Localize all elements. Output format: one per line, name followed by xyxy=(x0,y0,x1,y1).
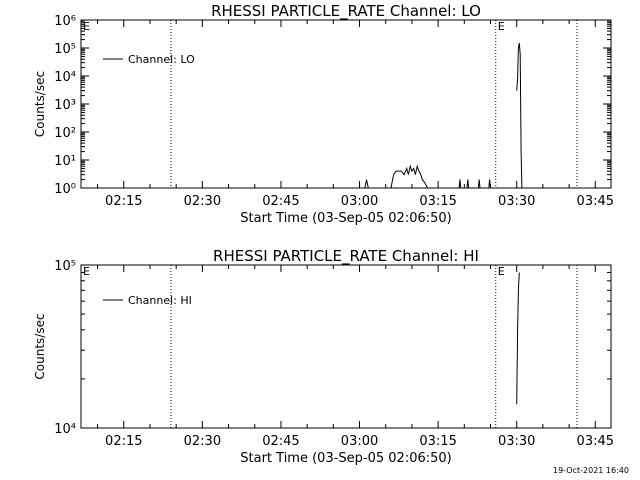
panel1-x-tick-label: 03:45 xyxy=(577,194,614,209)
panel2-y-tick-label: 10⁴ xyxy=(54,422,76,437)
panel2-x-tick-label: 02:45 xyxy=(262,434,299,449)
panel1-series-line-1 xyxy=(458,179,462,189)
panel1-series-line-3 xyxy=(477,179,481,189)
panel2-series-line-0 xyxy=(516,272,520,405)
panel2-legend-label: Channel: HI xyxy=(128,294,192,307)
panel1-y-tick-label: 10⁶ xyxy=(54,14,76,29)
panel2-x-tick-label: 03:00 xyxy=(341,434,378,449)
panel1-y-tick-label: 10⁵ xyxy=(54,42,76,57)
panel1-y-tick-label: 10² xyxy=(54,126,76,141)
panel1-y-tick-label: 10⁰ xyxy=(54,182,76,197)
panel1-legend-label: Channel: LO xyxy=(128,53,195,66)
panel1-y-tick-label: 10⁴ xyxy=(54,70,76,85)
panel1-event-marker-label: E xyxy=(498,20,505,33)
panel2-y-axis-label: Counts/sec xyxy=(33,313,47,379)
panel1-y-tick-label: 10¹ xyxy=(54,154,76,169)
panel1-x-tick-label: 02:45 xyxy=(262,194,299,209)
panel1-event-marker-label: E xyxy=(83,20,90,33)
panel1-x-tick-label: 02:30 xyxy=(184,194,221,209)
panel1-y-axis-label: Counts/sec xyxy=(33,71,47,137)
panel2-x-tick-label: 02:15 xyxy=(105,434,142,449)
panel1-series-line-2 xyxy=(466,179,470,189)
panel1-x-tick-label: 03:15 xyxy=(419,194,456,209)
panel1-title: RHESSI PARTICLE_RATE Channel: LO xyxy=(211,2,481,21)
panel1-series-line-5 xyxy=(516,43,523,189)
panel1-x-tick-label: 03:30 xyxy=(498,194,535,209)
panel2-event-marker-label: E xyxy=(498,265,505,278)
panel2-y-tick-label: 10⁵ xyxy=(54,259,76,274)
panel2-x-tick-label: 03:45 xyxy=(577,434,614,449)
panel1-series-line-4 xyxy=(488,179,491,189)
panel2-x-axis-label: Start Time (03-Sep-05 02:06:50) xyxy=(240,451,451,466)
panel1-series-line-0 xyxy=(364,164,429,189)
panel1-y-tick-label: 10³ xyxy=(54,98,76,113)
panel1-x-tick-label: 02:15 xyxy=(105,194,142,209)
panel2-title: RHESSI PARTICLE_RATE Channel: HI xyxy=(213,247,479,266)
panel2-x-tick-label: 03:15 xyxy=(419,434,456,449)
panel2-event-marker-label: E xyxy=(83,265,90,278)
panel1-x-axis-label: Start Time (03-Sep-05 02:06:50) xyxy=(240,211,451,226)
panel2-x-tick-label: 02:30 xyxy=(184,434,221,449)
timestamp: 19-Oct-2021 16:40 xyxy=(553,466,629,475)
panel1-plot-frame xyxy=(80,19,612,189)
panel2-x-tick-label: 03:30 xyxy=(498,434,535,449)
panel1-x-tick-label: 03:00 xyxy=(341,194,378,209)
panel2-plot-frame xyxy=(80,264,612,429)
